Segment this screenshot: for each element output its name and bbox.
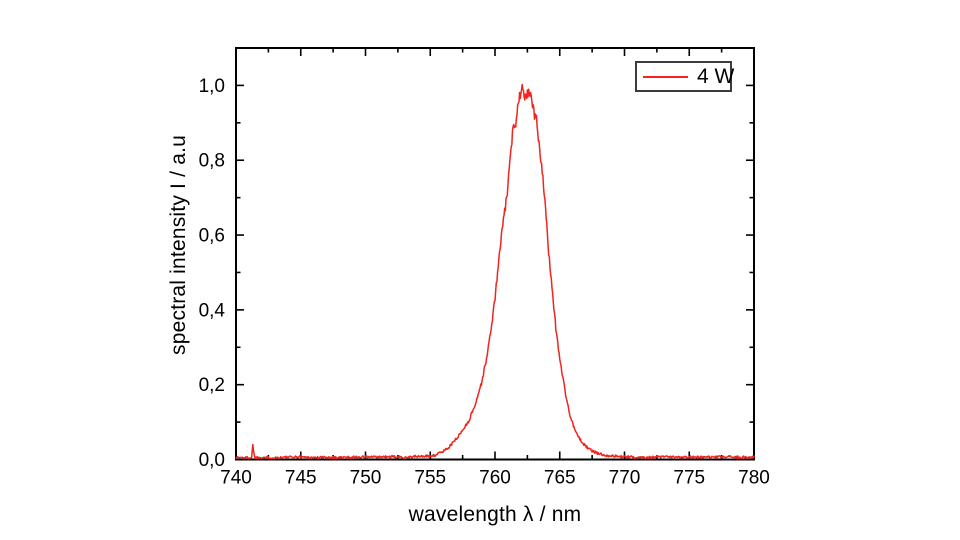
y-tick-label: 0,4 xyxy=(199,300,226,321)
legend-entry-label: 4 W xyxy=(697,64,735,88)
plot-frame xyxy=(235,47,755,461)
x-tick-label: 760 xyxy=(479,468,511,489)
y-tick-label: 1,0 xyxy=(199,76,225,97)
legend-line-sample-icon xyxy=(643,75,688,78)
x-tick-label: 740 xyxy=(220,468,252,489)
y-tick-label: 0,8 xyxy=(199,151,225,172)
y-tick-label: 0,0 xyxy=(199,450,225,471)
x-tick-label: 765 xyxy=(544,468,576,489)
y-axis-title: spectral intensity I / a.u xyxy=(167,135,190,355)
y-tick-label: 0,6 xyxy=(199,226,225,247)
x-tick-label: 775 xyxy=(673,468,705,489)
x-tick-label: 750 xyxy=(350,468,382,489)
x-tick-label: 745 xyxy=(285,468,317,489)
x-tick-label: 755 xyxy=(414,468,446,489)
y-tick-label: 0,2 xyxy=(199,375,225,396)
spectrum-curve xyxy=(235,83,755,460)
x-axis-title: wavelength λ / nm xyxy=(408,503,582,526)
legend-box: 4 W xyxy=(635,61,735,92)
x-tick-label: 780 xyxy=(738,468,770,489)
x-tick-label: 770 xyxy=(609,468,641,489)
